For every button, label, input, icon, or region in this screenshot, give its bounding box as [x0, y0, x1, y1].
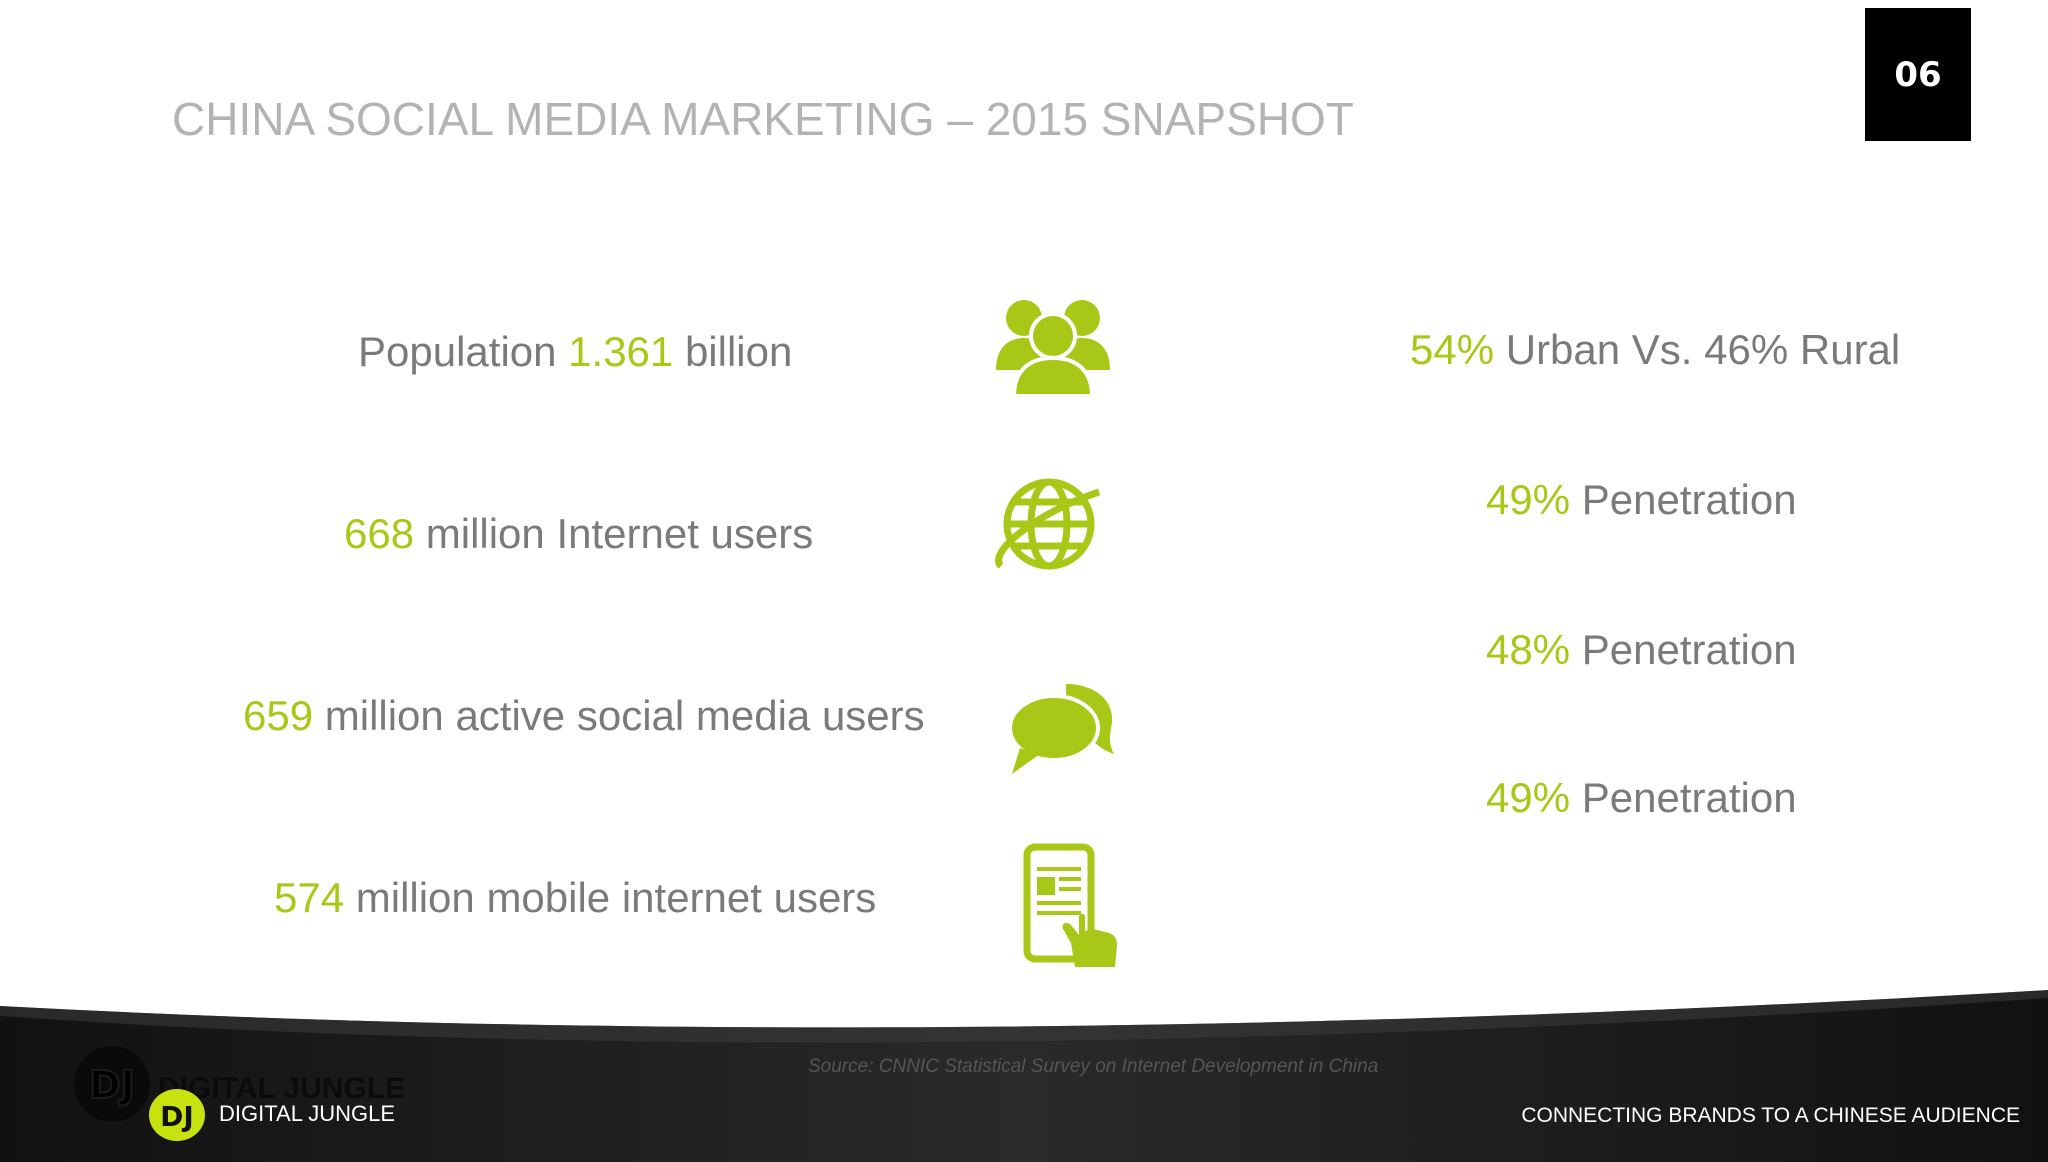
- speech-bubbles-icon: [1008, 684, 1114, 774]
- stat-value: 49%: [1486, 476, 1571, 523]
- page-title: CHINA SOCIAL MEDIA MARKETING – 2015 SNAP…: [172, 93, 1354, 145]
- stat-label: million Internet users: [414, 510, 814, 557]
- digital-jungle-logo-dark: DJ: [74, 1046, 150, 1122]
- stat-label: Penetration: [1570, 774, 1797, 821]
- stat-value: 574: [274, 874, 345, 921]
- stat-urban-rural: 54% Urban Vs. 46% Rural: [1410, 326, 1900, 374]
- brand-name: DIGITAL JUNGLE: [219, 1101, 396, 1126]
- stat-label: Penetration: [1570, 626, 1797, 673]
- digital-jungle-logo: DJ: [149, 1089, 205, 1141]
- stat-label: Population: [358, 328, 569, 375]
- stat-internet-penetration: 49% Penetration: [1486, 476, 1797, 524]
- footer-band: [0, 990, 2048, 1162]
- stat-social-media-users: 659 million active social media users: [243, 692, 925, 740]
- stat-value: 659: [243, 692, 314, 739]
- stat-value: 49%: [1486, 774, 1571, 821]
- stat-population: Population 1.361 billion: [358, 328, 792, 376]
- stat-value: 48%: [1486, 626, 1571, 673]
- mobile-phone-touch-icon: [1023, 843, 1117, 967]
- page-number-badge: 06: [1865, 8, 1971, 141]
- stat-label: million mobile internet users: [344, 874, 877, 921]
- stat-label: billion: [673, 328, 793, 375]
- stat-mobile-penetration: 49% Penetration: [1486, 774, 1797, 822]
- stat-label: million active social media users: [313, 692, 925, 739]
- stat-internet-users: 668 million Internet users: [344, 510, 813, 558]
- stat-value: 54%: [1410, 326, 1495, 373]
- logo-monogram: DJ: [160, 1100, 194, 1133]
- footer-tagline: CONNECTING BRANDS TO A CHINESE AUDIENCE: [1521, 1104, 2020, 1127]
- logo-monogram: DJ: [89, 1063, 135, 1107]
- page-number: 06: [1894, 54, 1942, 95]
- stat-label: Urban Vs. 46% Rural: [1494, 326, 1901, 373]
- stat-social-penetration: 48% Penetration: [1486, 626, 1797, 674]
- stat-mobile-users: 574 million mobile internet users: [274, 874, 876, 922]
- stat-value: 668: [344, 510, 415, 557]
- globe-icon: [995, 478, 1101, 570]
- source-citation: Source: CNNIC Statistical Survey on Inte…: [808, 1056, 1379, 1077]
- stat-value: 1.361: [568, 328, 674, 375]
- people-group-icon: [996, 300, 1110, 396]
- stat-label: Penetration: [1570, 476, 1797, 523]
